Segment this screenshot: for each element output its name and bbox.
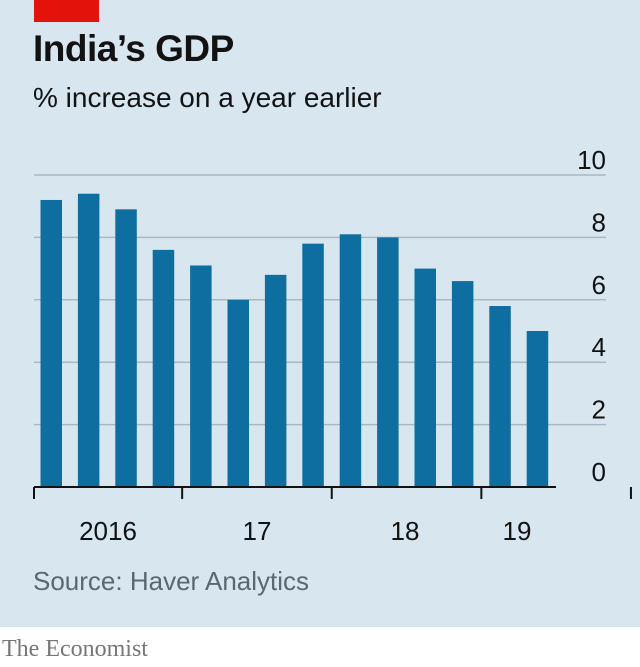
bar	[115, 209, 137, 487]
y-tick-label: 6	[592, 270, 606, 300]
bar	[264, 274, 287, 487]
source-note: Source: Haver Analytics	[33, 566, 310, 596]
bar-chart: 0 2 4 6 8 10 2016 17 18 19	[33, 145, 632, 546]
bar	[377, 237, 399, 487]
bar	[77, 193, 100, 487]
bars	[40, 193, 549, 487]
bar	[489, 306, 511, 487]
bar	[190, 265, 212, 487]
tick-labels: 0 2 4 6 8 10 2016 17 18 19	[79, 145, 606, 546]
bar	[414, 268, 436, 487]
x-tick-label: 17	[243, 516, 272, 546]
chart-subtitle: % increase on a year earlier	[33, 82, 382, 113]
bar	[339, 234, 362, 487]
bar	[302, 243, 324, 487]
bar	[40, 199, 62, 487]
y-tick-label: 10	[577, 145, 606, 175]
chart-title: India’s GDP	[33, 28, 234, 69]
x-tick-label: 18	[391, 516, 420, 546]
bar	[451, 281, 474, 487]
bar	[526, 331, 549, 487]
y-tick-label: 4	[592, 332, 606, 362]
bar	[152, 249, 175, 487]
brand-logo-text: The Economist	[2, 636, 148, 662]
x-tick-label: 2016	[79, 516, 137, 546]
red-tag-bar	[34, 0, 99, 22]
y-tick-label: 2	[592, 395, 606, 425]
x-axis	[33, 486, 632, 499]
x-tick-label: 19	[503, 516, 532, 546]
y-tick-label: 0	[592, 457, 606, 487]
y-tick-label: 8	[592, 207, 606, 237]
bar	[227, 299, 249, 487]
